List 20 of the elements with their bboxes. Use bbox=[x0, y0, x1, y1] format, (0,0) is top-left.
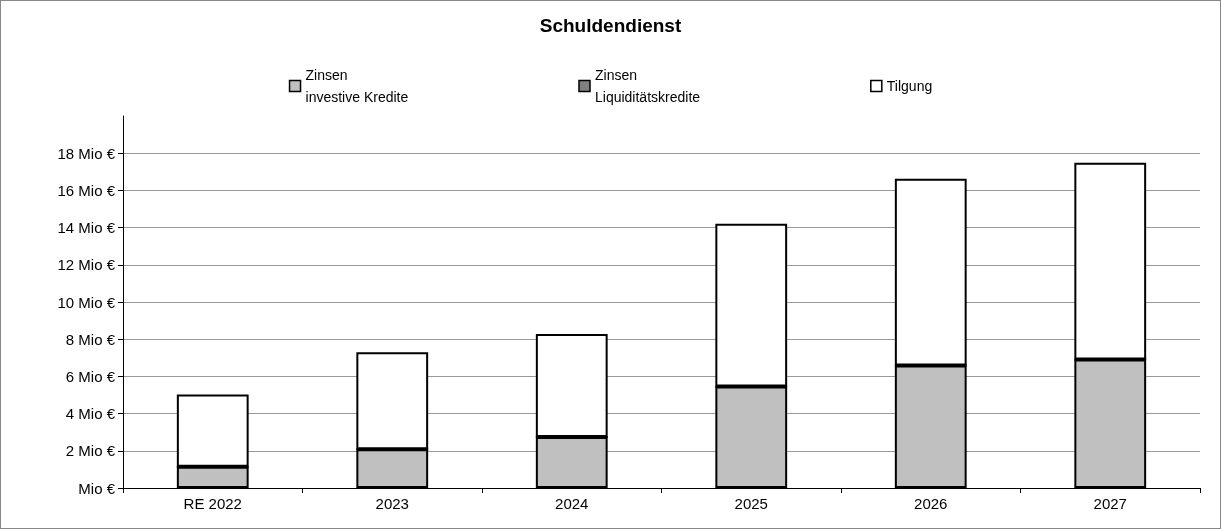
x-tick-label: RE 2022 bbox=[183, 495, 242, 512]
y-tick-label: 4 Mio € bbox=[65, 405, 116, 423]
x-tick-label: 2023 bbox=[375, 495, 409, 512]
chart-title: Schuldendienst bbox=[539, 15, 682, 36]
y-tick-label: Mio € bbox=[78, 479, 116, 497]
y-tick-label: 8 Mio € bbox=[65, 330, 116, 348]
y-tick-label: 10 Mio € bbox=[57, 293, 116, 311]
legend-label: Zinsen investive Kredite bbox=[305, 67, 409, 105]
x-tick-label: 2024 bbox=[555, 495, 589, 512]
y-tick-label: 14 Mio € bbox=[57, 219, 116, 237]
y-tick-label: 6 Mio € bbox=[65, 367, 116, 385]
y-tick-label: 12 Mio € bbox=[57, 256, 116, 274]
y-tick-label: 16 Mio € bbox=[57, 181, 116, 199]
y-tick-label: 2 Mio € bbox=[65, 442, 116, 460]
legend-label: Tilgung bbox=[886, 78, 933, 94]
x-tick-label: 2027 bbox=[1093, 495, 1127, 512]
x-tick-label: 2026 bbox=[914, 495, 948, 512]
y-tick-label: 18 Mio € bbox=[57, 144, 116, 162]
x-tick-label: 2025 bbox=[734, 495, 768, 512]
legend-label: Zinsen Liquiditätskredite bbox=[595, 67, 701, 105]
